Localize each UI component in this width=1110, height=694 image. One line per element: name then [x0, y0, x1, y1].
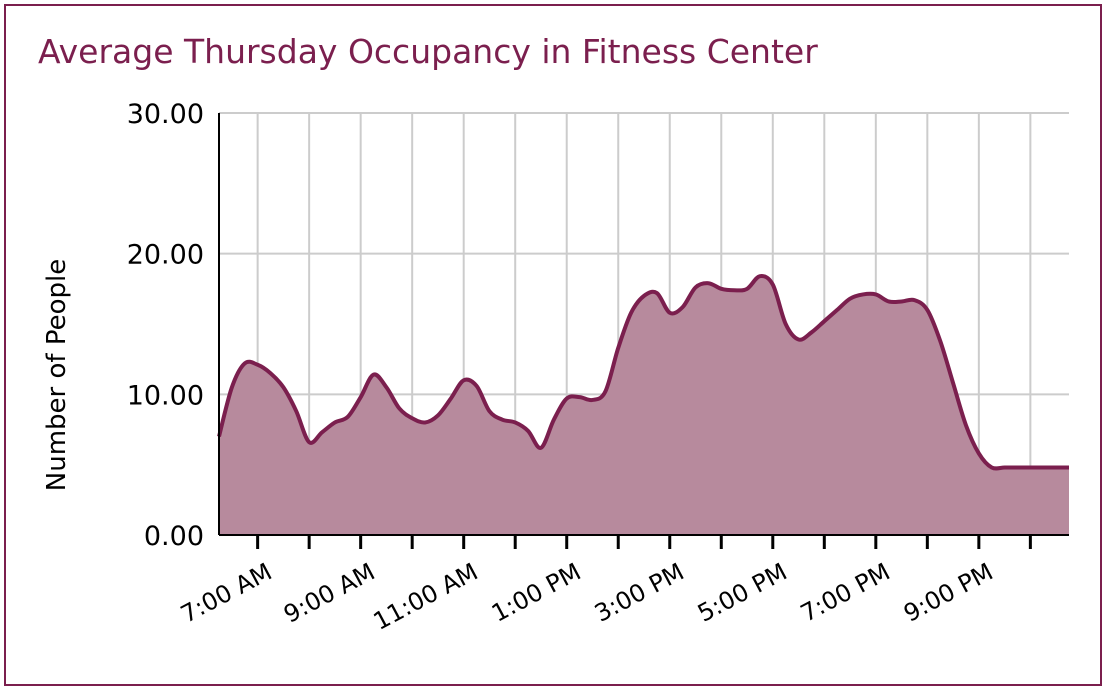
axes: [218, 113, 1069, 549]
x-tick-label: 5:00 PM: [693, 558, 792, 628]
y-tick-label: 30.00: [127, 99, 204, 130]
x-tick-label: 3:00 PM: [590, 558, 689, 628]
y-axis-tick-labels: 0.00 10.00 20.00 30.00: [127, 99, 204, 552]
y-tick-label: 20.00: [127, 240, 204, 271]
x-tick-label: 9:00 PM: [899, 558, 998, 628]
x-tick-label: 11:00 AM: [369, 558, 483, 636]
area-series-line: [217, 274, 1069, 471]
y-axis-label: Number of People: [42, 259, 72, 491]
x-tick-label: 7:00 AM: [176, 558, 276, 629]
chart-title: Average Thursday Occupancy in Fitness Ce…: [38, 32, 818, 71]
area-series-fill: [219, 275, 1069, 535]
y-tick-label: 0.00: [144, 521, 204, 552]
x-tick-label: 9:00 AM: [279, 558, 379, 629]
x-tick-label: 1:00 PM: [487, 558, 586, 628]
x-tick-label: 7:00 PM: [796, 558, 895, 628]
y-tick-label: 10.00: [127, 380, 204, 411]
